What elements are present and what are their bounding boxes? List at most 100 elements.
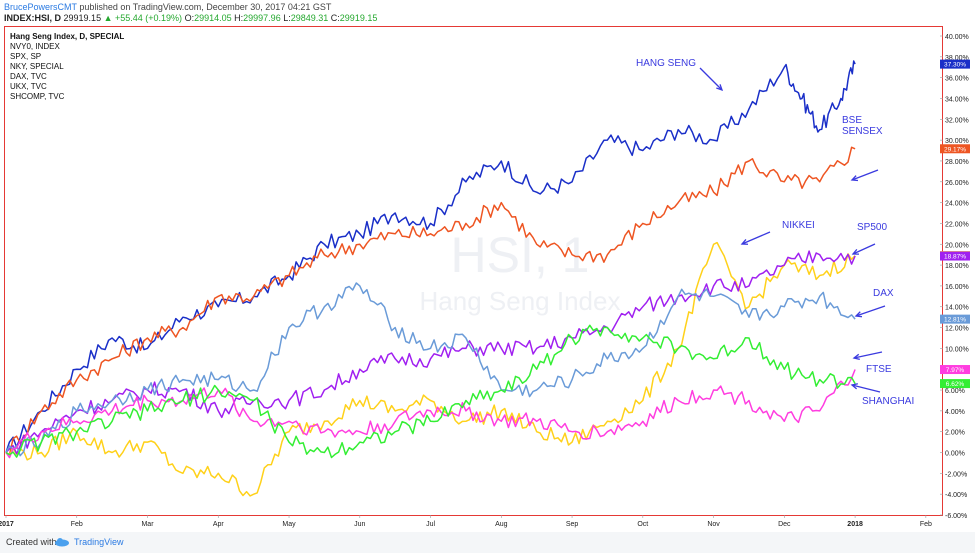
- annotation-label: BSE: [842, 115, 862, 126]
- y-tick-label: 30.00%: [945, 138, 969, 145]
- series-line: [5, 369, 856, 459]
- y-tick-label: -4.00%: [945, 492, 967, 499]
- watermark-symbol: HSI, 1: [451, 227, 590, 283]
- y-tick-label: 6.00%: [945, 388, 965, 395]
- ohlc-high: 29997.96: [243, 13, 281, 23]
- last-value-badge: [940, 251, 970, 261]
- chart-frame[interactable]: [4, 26, 943, 516]
- y-tick-label: 34.00%: [945, 96, 969, 103]
- annotation-label: FTSE: [866, 364, 892, 375]
- last-value-badge: [940, 59, 970, 69]
- y-tick-label: 24.00%: [945, 201, 969, 208]
- y-tick-label: 0.00%: [945, 451, 965, 458]
- annotation-arrowhead: [740, 239, 749, 245]
- legend-item[interactable]: DAX, TVC: [10, 72, 47, 81]
- x-tick-label: Feb: [71, 521, 83, 528]
- ohlc-close: 29919.15: [339, 13, 378, 23]
- x-tick-label: Jul: [426, 521, 435, 528]
- series-line: [5, 324, 856, 459]
- annotation-label: SHANGHAI: [862, 396, 914, 407]
- y-tick-label: 32.00%: [945, 117, 969, 124]
- y-tick-label: 28.00%: [945, 159, 969, 166]
- annotation-arrow: [699, 67, 723, 91]
- x-tick-label: May: [282, 521, 296, 528]
- ohlc-low: 29849.31: [290, 13, 329, 23]
- annotation-arrow: [741, 231, 771, 245]
- publish-line: BrucePowersCMT published on TradingView.…: [4, 2, 331, 12]
- ohlc-open: 29914.05: [194, 13, 232, 23]
- ohlc-low-label: L:: [283, 13, 291, 23]
- legend-item[interactable]: NVY0, INDEX: [10, 42, 60, 51]
- x-tick-label: Oct: [637, 521, 648, 528]
- annotation-label: SENSEX: [842, 126, 883, 137]
- annotation-label: DAX: [873, 288, 894, 299]
- annotation-arrowhead: [851, 248, 860, 255]
- y-tick-label: 14.00%: [945, 305, 969, 312]
- footer-bar: Created with TradingView: [0, 532, 975, 553]
- annotation-arrow: [851, 169, 879, 181]
- last-value-label: 18.87%: [944, 254, 966, 261]
- last-value-label: 12.81%: [944, 317, 966, 324]
- last-price: 29919.15: [63, 13, 102, 23]
- x-tick-label: Dec: [778, 521, 791, 528]
- author-link[interactable]: BrucePowersCMT: [4, 2, 77, 12]
- price-change: ▲ +55.44 (+0.19%): [103, 13, 183, 23]
- legend-item[interactable]: UKX, TVC: [10, 82, 47, 91]
- ohlc-open-label: O:: [184, 13, 195, 23]
- annotation-label: NIKKEI: [782, 220, 815, 231]
- publish-text: published on TradingView.com, December 3…: [76, 2, 332, 12]
- annotation-label: HANG SENG: [636, 58, 696, 69]
- tradingview-cloud-icon: [55, 538, 69, 547]
- annotation-arrow: [852, 243, 876, 255]
- legend-item[interactable]: SHCOMP, TVC: [10, 92, 65, 101]
- y-tick-label: 4.00%: [945, 409, 965, 416]
- y-tick-label: -2.00%: [945, 471, 967, 478]
- series-line: [5, 250, 856, 455]
- last-value-badge: [940, 314, 970, 324]
- ohlc-close-label: C:: [330, 13, 340, 23]
- last-value-badge: [940, 365, 970, 375]
- x-tick-label: Feb: [920, 521, 932, 528]
- y-tick-label: 36.00%: [945, 76, 969, 83]
- annotation-arrow: [855, 305, 886, 317]
- annotation-arrow: [853, 351, 883, 359]
- y-tick-label: 40.00%: [945, 34, 969, 41]
- series-line: [5, 146, 856, 456]
- annotation-arrowhead: [850, 175, 859, 182]
- x-tick-label: Nov: [707, 521, 720, 528]
- last-value-label: 6.62%: [946, 381, 965, 388]
- last-value-label: 29.17%: [944, 146, 966, 153]
- series-line: [5, 282, 856, 457]
- annotation-arrowhead: [850, 383, 859, 390]
- annotation-arrow: [851, 384, 881, 393]
- y-tick-label: 16.00%: [945, 284, 969, 291]
- legend-item[interactable]: Hang Seng Index, D, SPECIAL: [10, 32, 125, 41]
- annotation-label: SP500: [857, 222, 887, 233]
- ohlc-high-label: H:: [234, 13, 244, 23]
- y-tick-label: -6.00%: [945, 513, 967, 520]
- x-tick-label: Apr: [213, 521, 225, 528]
- tradingview-brand-link[interactable]: TradingView: [74, 537, 124, 547]
- legend-item[interactable]: NKY, SPECIAL: [10, 62, 64, 71]
- y-tick-label: 22.00%: [945, 221, 969, 228]
- y-tick-label: 20.00%: [945, 242, 969, 249]
- last-value-badge: [940, 144, 970, 154]
- y-tick-label: 12.00%: [945, 326, 969, 333]
- series-line: [5, 241, 856, 497]
- y-tick-label: 38.00%: [945, 55, 969, 62]
- last-value-label: 7.97%: [946, 367, 965, 374]
- x-tick-label: Jun: [354, 521, 365, 528]
- y-tick-label: 10.00%: [945, 346, 969, 353]
- legend: Hang Seng Index, D, SPECIAL NVY0, INDEX …: [10, 32, 124, 102]
- x-tick-label: Mar: [141, 521, 154, 528]
- annotation-arrowhead: [854, 311, 863, 318]
- legend-item[interactable]: SPX, SP: [10, 52, 42, 61]
- annotation-arrowhead: [716, 84, 724, 92]
- quote-line: INDEX:HSI, D 29919.15 ▲ +55.44 (+0.19%) …: [4, 13, 377, 23]
- watermark-name: Hang Seng Index: [420, 286, 621, 316]
- y-tick-label: 2.00%: [945, 430, 965, 437]
- last-value-label: 37.30%: [944, 62, 966, 69]
- symbol-label: INDEX:HSI, D: [4, 13, 62, 23]
- y-tick-label: 26.00%: [945, 180, 969, 187]
